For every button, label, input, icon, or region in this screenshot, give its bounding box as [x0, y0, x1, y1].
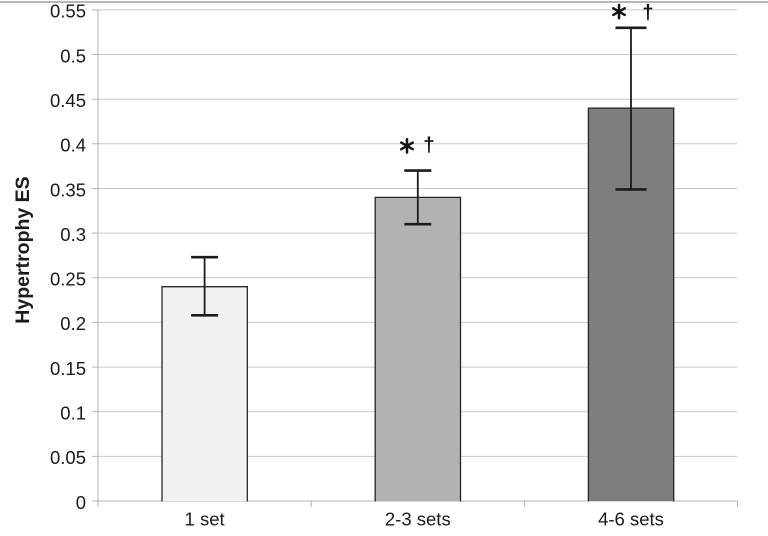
svg-text:0.25: 0.25	[50, 269, 86, 290]
svg-text:0.2: 0.2	[60, 313, 86, 334]
svg-text:0.4: 0.4	[60, 135, 86, 156]
svg-text:0.5: 0.5	[60, 45, 86, 66]
svg-text:0.05: 0.05	[50, 447, 86, 468]
svg-text:Hypertrophy ES: Hypertrophy ES	[12, 176, 34, 323]
svg-text:0.15: 0.15	[50, 358, 86, 379]
svg-text:0.1: 0.1	[60, 403, 86, 424]
svg-text:0.55: 0.55	[50, 1, 86, 22]
svg-text:0.35: 0.35	[50, 179, 86, 200]
svg-text:4-6 sets: 4-6 sets	[598, 509, 664, 530]
svg-text:0.3: 0.3	[60, 224, 86, 245]
svg-text:0.45: 0.45	[50, 90, 86, 111]
svg-text:†: †	[423, 134, 434, 157]
svg-text:1 set: 1 set	[185, 509, 225, 530]
svg-text:0: 0	[76, 492, 86, 513]
svg-text:†: †	[642, 1, 653, 24]
svg-text:2-3 sets: 2-3 sets	[385, 509, 451, 530]
